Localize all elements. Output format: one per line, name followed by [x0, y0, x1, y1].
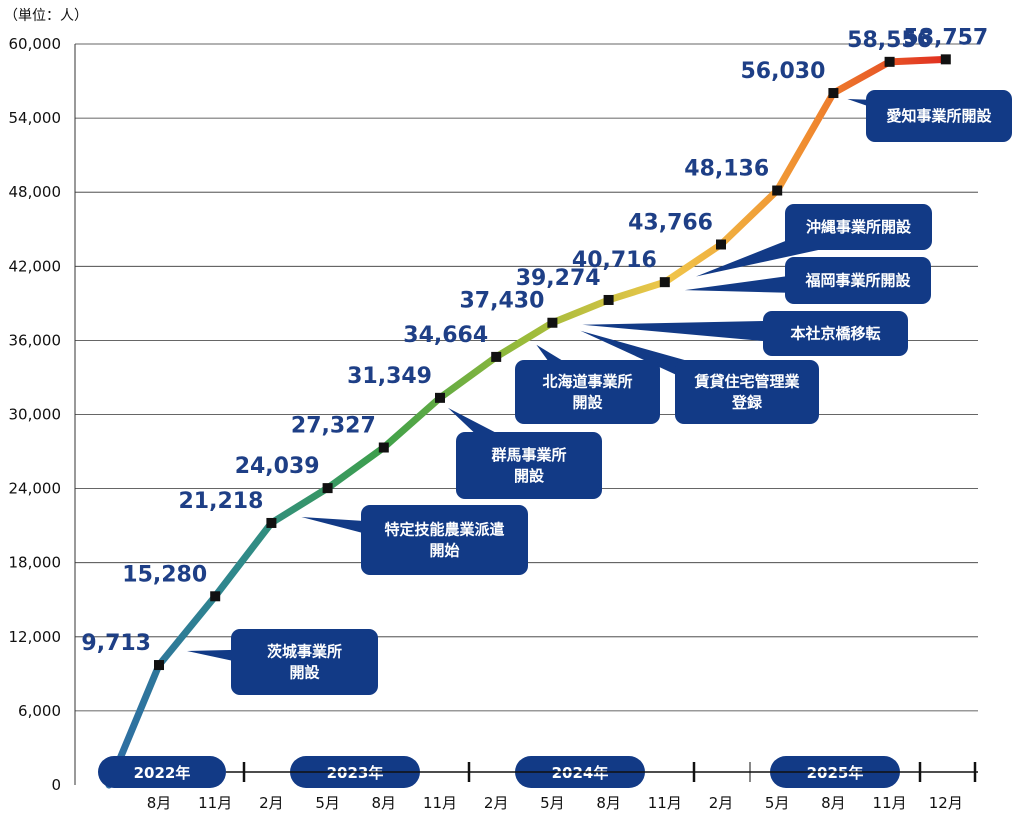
y-tick-label: 6,000: [18, 702, 61, 720]
x-tick-label: 11月: [198, 794, 232, 812]
data-label: 43,766: [628, 210, 713, 235]
data-point: [884, 56, 895, 67]
callout-text: 福岡事業所開設: [804, 272, 911, 290]
x-axis: 2022年 2023年 2024年 2025年 8月 11月 2月 5月 8月 11月 2月 5月 8月…: [98, 756, 978, 812]
data-point: [659, 277, 670, 288]
data-label: 58,757: [903, 25, 988, 50]
data-point: [435, 392, 445, 403]
callout-box: [361, 505, 528, 575]
y-tick-label: 60,000: [9, 35, 62, 53]
data-label: 31,349: [347, 364, 432, 389]
year-label: 2023年: [327, 764, 384, 782]
data-label: 56,030: [740, 59, 825, 84]
callout-text: 愛知事業所開設: [886, 107, 992, 125]
data-point: [266, 517, 277, 528]
x-tick-label: 2月: [484, 794, 509, 812]
y-tick-label: 54,000: [9, 109, 62, 127]
x-tick-label: 8月: [147, 794, 172, 812]
data-point: [322, 483, 333, 494]
data-label: 24,039: [235, 454, 320, 479]
callout-text: 開設: [514, 467, 545, 485]
data-label: 9,713: [81, 631, 151, 656]
callout-box: [231, 629, 378, 695]
x-tick-label: 11月: [423, 794, 457, 812]
y-tick-label: 36,000: [9, 331, 62, 349]
callout-text: 開始: [429, 542, 459, 560]
data-label: 34,664: [403, 323, 488, 348]
data-label: 15,280: [122, 562, 207, 587]
data-label: 37,430: [459, 289, 544, 314]
x-tick-label: 8月: [596, 794, 621, 812]
x-tick-label: 5月: [315, 794, 340, 812]
y-tick-label: 48,000: [9, 183, 62, 201]
data-label: 40,716: [572, 248, 657, 273]
y-axis-ticks: 0 6,000 12,000 18,000 24,000 30,000 36,000 42,0…: [9, 35, 62, 794]
callout-text: 沖縄事業所開設: [806, 218, 912, 236]
data-point: [828, 88, 839, 99]
x-tick-label: 8月: [372, 794, 397, 812]
callout-text: 登録: [731, 394, 763, 412]
data-label: 48,136: [684, 157, 769, 182]
year-label: 2022年: [134, 764, 191, 782]
data-point: [491, 351, 502, 362]
x-tick-label: 11月: [873, 794, 907, 812]
data-markers: [154, 54, 951, 671]
x-tick-label: 2月: [259, 794, 284, 812]
data-point: [716, 239, 726, 250]
data-label: 58,556: [847, 28, 932, 53]
callout-box: [785, 257, 931, 304]
callout-text: 開設: [572, 394, 603, 412]
callout-box: [675, 360, 819, 424]
callout-box: [763, 311, 908, 356]
callout-box: [785, 204, 932, 250]
data-point: [547, 317, 558, 328]
data-point: [603, 294, 614, 305]
data-point: [378, 442, 389, 453]
callout-text: 本社京橋移転: [790, 325, 880, 343]
year-pill: [98, 756, 226, 788]
y-tick-label: 30,000: [9, 406, 62, 424]
data-label: 39,274: [516, 266, 601, 291]
year-label: 2024年: [552, 764, 609, 782]
data-point: [940, 54, 951, 65]
x-tick-label: 11月: [648, 794, 682, 812]
unit-label: （単位：人）: [4, 8, 88, 24]
callout-text: 茨城事業所: [267, 643, 342, 661]
callout-text: 北海道事業所: [542, 373, 632, 391]
callout-box: [515, 360, 660, 424]
x-tick-label: 5月: [540, 794, 565, 812]
annotation-callouts: 茨城事業所開設特定技能農業派遣開始群馬事業所開設北海道事業所開設賃貸住宅管理業登…: [231, 90, 1012, 695]
y-tick-label: 24,000: [9, 480, 62, 498]
x-tick-label: 12月: [929, 794, 963, 812]
x-tick-label: 2月: [709, 794, 734, 812]
callout-box: [866, 90, 1012, 142]
y-tick-label: 18,000: [9, 554, 62, 572]
x-tick-label: 8月: [821, 794, 846, 812]
data-point: [772, 185, 783, 196]
value-labels: 9,713 15,280 21,218 24,039 27,327 31,349 34,66…: [81, 25, 988, 656]
data-label: 27,327: [291, 414, 376, 439]
year-label: 2025年: [807, 764, 864, 782]
y-tick-label: 12,000: [9, 628, 62, 646]
x-tick-label: 5月: [765, 794, 790, 812]
y-tick-label: 42,000: [9, 257, 62, 275]
series-line: [105, 55, 950, 789]
callout-text: 特定技能農業派遣: [384, 521, 504, 539]
callout-text: 賃貸住宅管理業: [693, 373, 800, 391]
data-point: [154, 660, 164, 671]
callout-box: [456, 432, 602, 499]
y-tick-label: 0: [51, 776, 61, 794]
data-label: 21,218: [178, 489, 263, 514]
callout-text: 開設: [289, 664, 320, 682]
callout-text: 群馬事業所: [491, 446, 566, 464]
data-point: [210, 591, 221, 602]
series-polyline: [105, 55, 950, 789]
